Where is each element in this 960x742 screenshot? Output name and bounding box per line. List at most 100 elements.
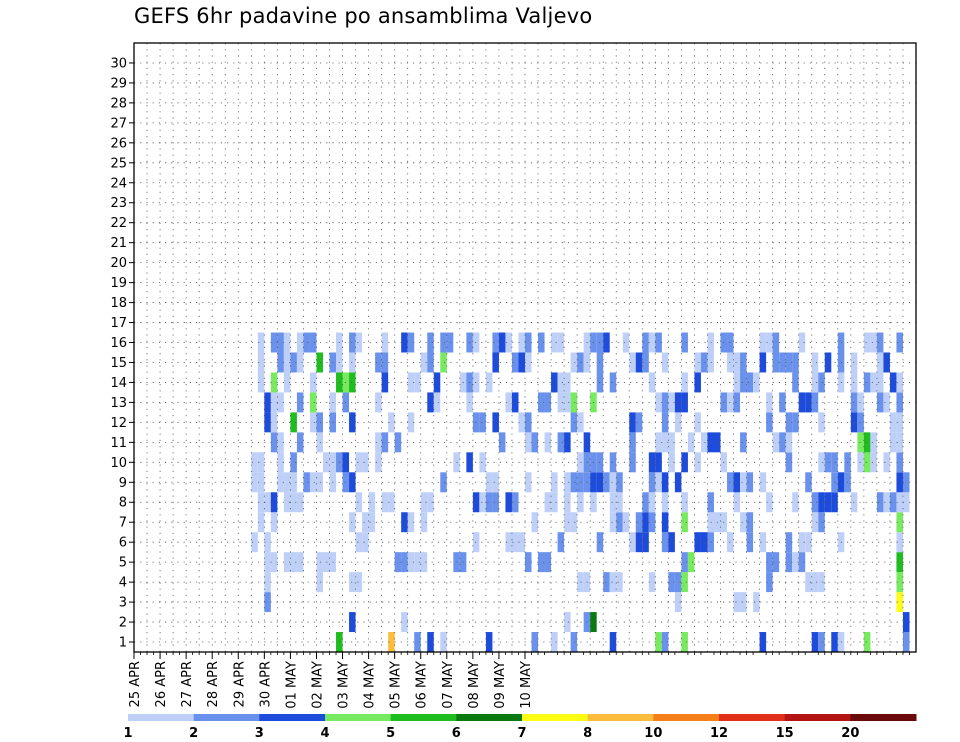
- heatmap-cell: [831, 452, 838, 473]
- heatmap-cell: [257, 492, 265, 513]
- heatmap-cell: [375, 352, 382, 373]
- heatmap-cell: [388, 412, 395, 433]
- heatmap-cell: [668, 532, 675, 553]
- y-tick-label: 14: [110, 376, 127, 391]
- heatmap-cell: [505, 492, 512, 513]
- heatmap-cell: [577, 452, 584, 473]
- heatmap-cell: [511, 392, 519, 413]
- heatmap-cell: [798, 332, 806, 353]
- heatmap-cell: [544, 492, 552, 513]
- heatmap-cell: [818, 452, 825, 473]
- heatmap-cell: [759, 352, 767, 373]
- heatmap-cell: [831, 492, 838, 513]
- heatmap-cell: [303, 332, 310, 353]
- heatmap-cell: [733, 372, 741, 393]
- heatmap-cell: [818, 572, 825, 593]
- heatmap-cell: [661, 432, 669, 453]
- heatmap-cell: [668, 572, 675, 593]
- heatmap-cell: [557, 372, 565, 393]
- y-tick-label: 24: [110, 176, 127, 191]
- heatmap-cell: [492, 472, 499, 493]
- heatmap-cell: [277, 392, 284, 413]
- heatmap-cell: [485, 492, 493, 513]
- heatmap-cell: [681, 512, 688, 533]
- heatmap-cell: [603, 332, 610, 353]
- x-tick-label: 07 MAY: [441, 661, 456, 709]
- heatmap-cell: [740, 432, 747, 453]
- heatmap-cell: [629, 432, 636, 453]
- heatmap-cell: [283, 332, 291, 353]
- heatmap-cell: [740, 372, 747, 393]
- heatmap-cell: [525, 332, 532, 353]
- heatmap-cell: [401, 552, 408, 573]
- colorbar-label: 7: [517, 726, 526, 741]
- heatmap-cell: [538, 392, 545, 413]
- heatmap-cell: [401, 512, 408, 533]
- heatmap-cell: [251, 532, 258, 553]
- heatmap-cell: [414, 552, 421, 573]
- colorbar-swatch: [193, 714, 260, 721]
- heatmap-cell: [818, 492, 825, 513]
- heatmap-cell: [505, 392, 512, 413]
- heatmap-cell: [564, 492, 571, 513]
- heatmap-cell: [557, 532, 565, 553]
- heatmap-cell: [811, 392, 819, 413]
- heatmap-cell: [283, 552, 291, 573]
- heatmap-cell: [531, 632, 539, 652]
- heatmap-cell: [668, 392, 675, 413]
- heatmap-cell: [316, 352, 323, 373]
- heatmap-cell: [674, 472, 682, 493]
- y-tick-label: 3: [119, 596, 127, 611]
- heatmap-cell: [746, 512, 754, 533]
- heatmap-cell: [896, 372, 903, 393]
- heatmap-cell: [642, 492, 649, 513]
- heatmap-cell: [316, 412, 323, 433]
- heatmap-cell: [570, 512, 578, 533]
- heatmap-cell: [609, 512, 617, 533]
- heatmap-cell: [525, 352, 532, 373]
- heatmap-cell: [681, 452, 688, 473]
- heatmap-cell: [785, 552, 793, 573]
- heatmap-cell: [570, 352, 578, 373]
- heatmap-cell: [440, 352, 447, 373]
- heatmap-cell: [577, 492, 584, 513]
- heatmap-cell: [824, 352, 832, 373]
- y-tick-label: 28: [110, 96, 127, 111]
- heatmap-cell: [642, 352, 649, 373]
- heatmap-cell: [759, 632, 767, 652]
- colorbar-swatch: [850, 714, 917, 721]
- colorbar-label: 20: [841, 726, 859, 741]
- heatmap-cell: [401, 332, 408, 353]
- heatmap-cell: [863, 332, 871, 353]
- heatmap-cell: [896, 432, 903, 453]
- heatmap-cell: [388, 492, 395, 513]
- y-tick-label: 4: [119, 576, 127, 591]
- heatmap-cell: [570, 392, 578, 413]
- heatmap-cell: [668, 432, 675, 453]
- heatmap-cell: [264, 532, 271, 553]
- heatmap-cell: [420, 552, 428, 573]
- colorbar-label: 4: [320, 726, 329, 741]
- heatmap-cell: [309, 472, 317, 493]
- heatmap-cell: [642, 512, 649, 533]
- heatmap-cell: [309, 412, 317, 433]
- heatmap-cell: [544, 392, 552, 413]
- heatmap-cell: [661, 392, 669, 413]
- heatmap-cell: [264, 552, 271, 573]
- y-tick-label: 22: [110, 216, 127, 231]
- heatmap-cell: [889, 412, 897, 433]
- heatmap-cell: [355, 532, 363, 553]
- colorbar-label: 3: [255, 726, 264, 741]
- heatmap-cell: [896, 332, 903, 353]
- heatmap-cell: [824, 452, 832, 473]
- heatmap-cell: [805, 392, 812, 413]
- heatmap-cell: [270, 412, 278, 433]
- heatmap-cell: [896, 512, 903, 533]
- chart-title: GEFS 6hr padavine po ansamblima Valjevo: [134, 4, 593, 28]
- heatmap-cell: [609, 472, 617, 493]
- heatmap-cell: [518, 412, 525, 433]
- heatmap-cell: [603, 472, 610, 493]
- heatmap-cell: [551, 332, 558, 353]
- heatmap-cell: [551, 372, 558, 393]
